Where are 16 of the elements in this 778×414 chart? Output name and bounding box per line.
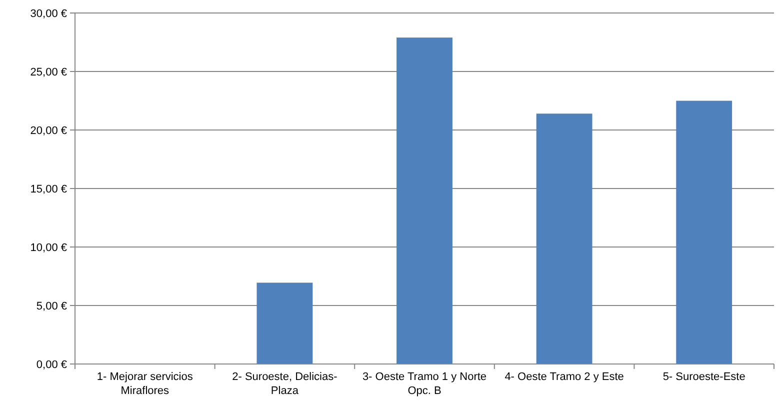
bar [396, 38, 452, 364]
x-tick-label: 2- Suroeste, Delicias-Plaza [232, 371, 338, 397]
bar [256, 282, 313, 364]
x-tick-label: 1- Mejorar servicios Miraflores [96, 371, 194, 397]
x-tick-label: 5- Suroeste-Este [662, 371, 746, 383]
y-tick-label: 5,00 € [36, 300, 67, 312]
x-tick-label: 3- Oeste Tramo 1 y Norte Opc. B [362, 371, 487, 397]
y-tick-label: 15,00 € [30, 183, 67, 196]
x-tick-label: 4- Oeste Tramo 2 y Este [504, 371, 624, 383]
y-tick-label: 20,00 € [30, 124, 67, 137]
y-tick-label: 30,00 € [30, 8, 67, 20]
bar [536, 114, 592, 364]
bar [676, 100, 732, 364]
y-tick-label: 10,00 € [30, 242, 67, 254]
y-tick-label: 0,00 € [36, 358, 67, 371]
y-tick-label: 25,00 € [30, 66, 67, 78]
